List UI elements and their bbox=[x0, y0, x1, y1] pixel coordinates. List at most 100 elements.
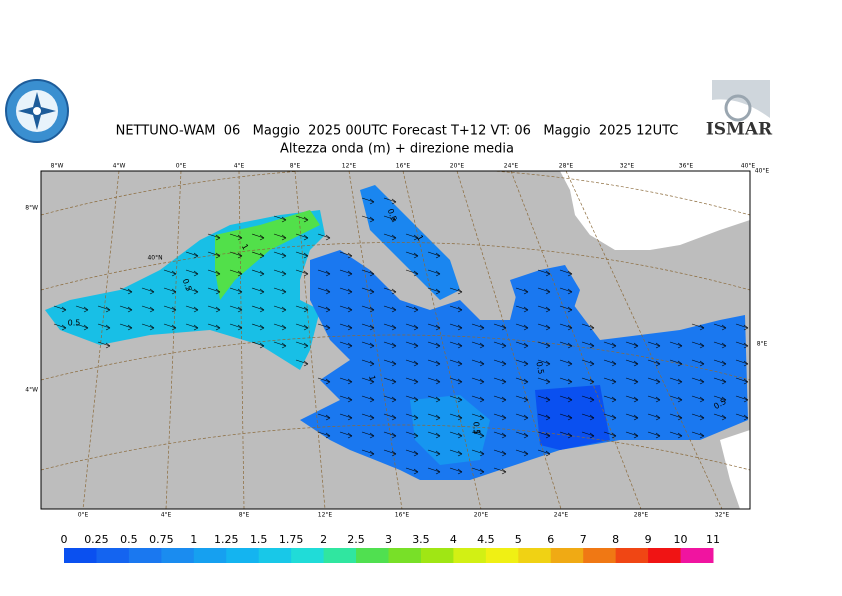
arrow bbox=[559, 413, 573, 421]
arrow bbox=[53, 305, 67, 313]
arrow bbox=[427, 269, 441, 277]
arrow bbox=[713, 413, 727, 421]
arrow bbox=[361, 287, 375, 295]
contour-label: 0.5 bbox=[181, 277, 194, 292]
arrow bbox=[229, 251, 243, 259]
arrow bbox=[361, 341, 375, 349]
colorbar-label: 4.5 bbox=[477, 533, 495, 546]
arrow bbox=[735, 377, 749, 385]
arrow bbox=[647, 395, 661, 403]
arrow bbox=[405, 359, 419, 367]
outside-domain bbox=[560, 171, 750, 250]
arrow bbox=[317, 323, 331, 331]
arrow bbox=[515, 377, 529, 385]
arrow bbox=[515, 305, 529, 313]
arrow bbox=[669, 395, 683, 403]
graticule bbox=[41, 171, 750, 509]
arrow bbox=[383, 413, 397, 421]
arrow bbox=[361, 449, 375, 457]
arrow bbox=[449, 413, 463, 421]
arrow bbox=[251, 233, 265, 241]
arrow bbox=[97, 305, 111, 313]
arrow bbox=[317, 287, 331, 295]
contour-label: 1 bbox=[473, 429, 482, 434]
arrow bbox=[691, 413, 705, 421]
arrow bbox=[537, 377, 551, 385]
colorbar-label: 1.5 bbox=[250, 533, 268, 546]
arrow bbox=[207, 323, 221, 331]
arrow bbox=[537, 431, 551, 439]
arrow bbox=[405, 305, 419, 313]
arrow bbox=[427, 341, 441, 349]
arrow bbox=[273, 323, 287, 331]
contour-label: 1 bbox=[367, 375, 377, 382]
top-lon-label: 8°W bbox=[51, 163, 64, 170]
arrow bbox=[229, 269, 243, 277]
colorbar-label: 7 bbox=[580, 533, 587, 546]
arrow bbox=[185, 323, 199, 331]
arrow bbox=[405, 431, 419, 439]
arrow bbox=[515, 287, 529, 295]
arrow bbox=[559, 323, 573, 331]
arrow bbox=[427, 287, 441, 295]
top-lon-label: 28°E bbox=[559, 163, 574, 170]
bottom-lon-label: 32°E bbox=[715, 512, 730, 519]
arrow bbox=[251, 341, 265, 349]
arrow bbox=[625, 359, 639, 367]
arrow bbox=[339, 395, 353, 403]
arrow bbox=[405, 269, 419, 277]
arrow bbox=[603, 431, 617, 439]
colorbar-label: 0.5 bbox=[120, 533, 138, 546]
colorbar-label: 2 bbox=[320, 533, 327, 546]
arrow bbox=[273, 251, 287, 259]
arrow bbox=[317, 269, 331, 277]
arrow bbox=[713, 359, 727, 367]
arrow bbox=[669, 413, 683, 421]
arrow bbox=[515, 395, 529, 403]
arrow bbox=[669, 377, 683, 385]
arrow bbox=[449, 449, 463, 457]
arrow bbox=[405, 449, 419, 457]
arrow bbox=[405, 341, 419, 349]
arrow bbox=[383, 359, 397, 367]
colorbar-bin bbox=[64, 548, 97, 563]
arrow bbox=[515, 431, 529, 439]
arrow bbox=[383, 323, 397, 331]
arrow bbox=[471, 359, 485, 367]
arrow bbox=[735, 341, 749, 349]
colorbar-label: 6 bbox=[547, 533, 554, 546]
arrow bbox=[515, 323, 529, 331]
arrow bbox=[449, 287, 463, 295]
top-lon-label: 16°E bbox=[396, 163, 411, 170]
arrow bbox=[383, 341, 397, 349]
arrow bbox=[427, 467, 441, 475]
colorbar-bin bbox=[226, 548, 260, 563]
colorbar-label: 1.25 bbox=[214, 533, 239, 546]
arrow bbox=[383, 305, 397, 313]
arrow bbox=[119, 305, 133, 313]
bottom-lon-label: 4°E bbox=[161, 512, 172, 519]
arrow bbox=[427, 431, 441, 439]
arrow bbox=[537, 449, 551, 457]
colorbar-bin bbox=[323, 548, 357, 563]
arrow bbox=[493, 377, 507, 385]
arrow bbox=[163, 287, 177, 295]
colorbar-bin bbox=[680, 548, 714, 563]
arrow bbox=[493, 413, 507, 421]
arrow bbox=[449, 395, 463, 403]
top-lon-label: 20°E bbox=[450, 163, 465, 170]
arrow bbox=[339, 431, 353, 439]
arrow bbox=[361, 431, 375, 439]
arrow bbox=[515, 449, 529, 457]
arrow bbox=[339, 377, 353, 385]
colorbar-bin bbox=[258, 548, 292, 563]
arrow bbox=[405, 377, 419, 385]
arrow bbox=[141, 305, 155, 313]
agency-logo bbox=[5, 79, 69, 143]
arrow bbox=[361, 395, 375, 403]
arrow bbox=[361, 269, 375, 277]
arrow bbox=[471, 431, 485, 439]
arrow bbox=[229, 287, 243, 295]
